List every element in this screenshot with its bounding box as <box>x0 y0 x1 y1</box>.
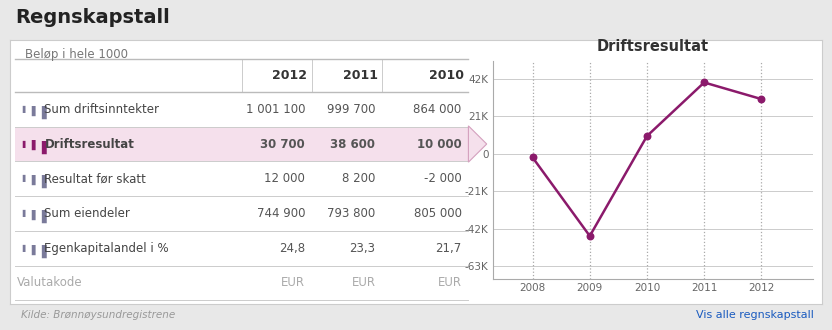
Text: EUR: EUR <box>281 277 305 289</box>
Text: ▐: ▐ <box>27 105 35 115</box>
Title: Driftsresultat: Driftsresultat <box>597 39 709 54</box>
Text: ▐: ▐ <box>36 245 46 258</box>
Text: 2010: 2010 <box>428 69 464 82</box>
Text: ▐: ▐ <box>19 175 25 182</box>
Text: 805 000: 805 000 <box>414 207 462 220</box>
Text: 30 700: 30 700 <box>260 138 305 150</box>
Text: ▐: ▐ <box>27 244 35 254</box>
Point <box>583 233 597 239</box>
Text: 2011: 2011 <box>343 69 378 82</box>
Text: ▐: ▐ <box>36 175 46 188</box>
Text: 38 600: 38 600 <box>330 138 375 150</box>
Point <box>641 133 654 139</box>
Text: ▐: ▐ <box>27 175 35 185</box>
Point <box>526 155 539 160</box>
Text: ▐: ▐ <box>36 210 46 223</box>
Polygon shape <box>468 126 487 162</box>
Text: 23,3: 23,3 <box>349 242 375 255</box>
Text: 12 000: 12 000 <box>265 172 305 185</box>
Text: -2 000: -2 000 <box>423 172 462 185</box>
Text: 24,8: 24,8 <box>279 242 305 255</box>
Text: 10 000: 10 000 <box>417 138 462 150</box>
Text: Valutakode: Valutakode <box>17 277 83 289</box>
Text: 999 700: 999 700 <box>327 103 375 116</box>
Text: 21,7: 21,7 <box>435 242 462 255</box>
FancyBboxPatch shape <box>15 127 468 161</box>
Point <box>697 80 711 85</box>
Text: ▐: ▐ <box>36 140 46 153</box>
Text: Vis alle regnskapstall: Vis alle regnskapstall <box>696 310 814 320</box>
Text: 8 200: 8 200 <box>342 172 375 185</box>
Text: Regnskapstall: Regnskapstall <box>15 8 170 27</box>
Text: ▐: ▐ <box>19 245 25 252</box>
Text: ▐: ▐ <box>27 210 35 220</box>
Point <box>755 96 768 102</box>
Text: ▐: ▐ <box>27 140 35 150</box>
Text: ▐: ▐ <box>19 141 25 148</box>
Text: Egenkapitalandel i %: Egenkapitalandel i % <box>44 242 169 255</box>
Text: Driftsresultat: Driftsresultat <box>44 138 134 150</box>
Text: Kilde: Brønnøysundregistrene: Kilde: Brønnøysundregistrene <box>21 310 175 320</box>
Text: 793 800: 793 800 <box>327 207 375 220</box>
Text: ▐: ▐ <box>19 106 25 113</box>
Text: 864 000: 864 000 <box>414 103 462 116</box>
Text: ▐: ▐ <box>19 210 25 217</box>
Text: 1 001 100: 1 001 100 <box>245 103 305 116</box>
Text: ▐: ▐ <box>36 106 46 119</box>
Text: Beløp i hele 1000: Beløp i hele 1000 <box>25 48 128 61</box>
Text: EUR: EUR <box>351 277 375 289</box>
Text: EUR: EUR <box>438 277 462 289</box>
Text: Sum eiendeler: Sum eiendeler <box>44 207 131 220</box>
Text: Resultat før skatt: Resultat før skatt <box>44 172 146 185</box>
Text: 744 900: 744 900 <box>257 207 305 220</box>
Text: 2012: 2012 <box>272 69 308 82</box>
Text: Sum driftsinntekter: Sum driftsinntekter <box>44 103 160 116</box>
